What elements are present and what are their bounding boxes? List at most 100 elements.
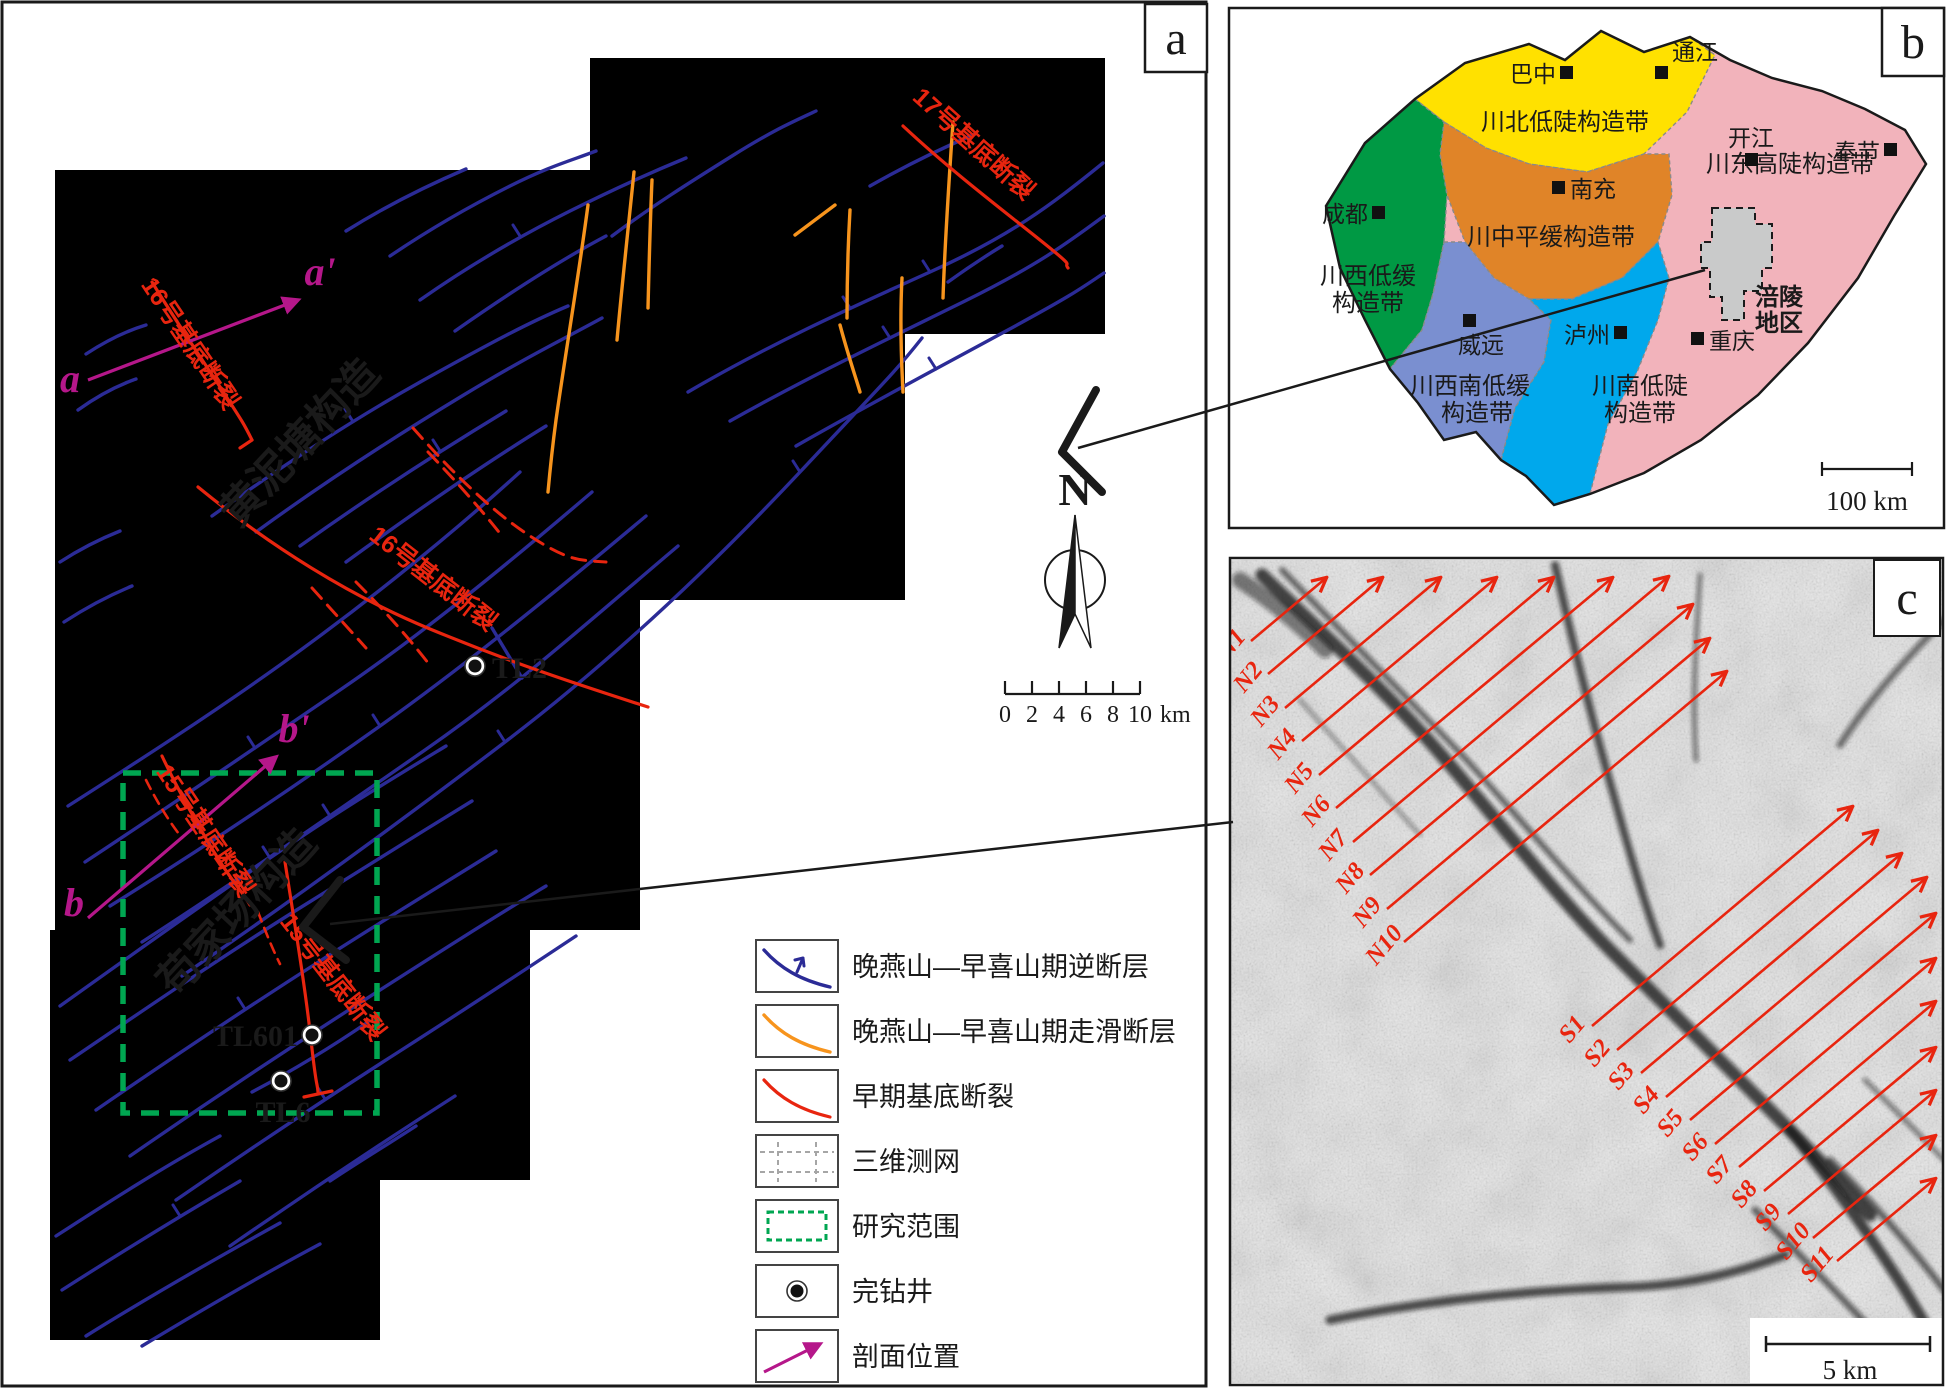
well-label: TL601 (213, 1020, 298, 1053)
city-chengdu: 成都 (1322, 201, 1368, 227)
zone-label-chuanxinan-1: 川西南低缓 (1410, 373, 1530, 400)
scale-tick: 6 (1080, 702, 1092, 728)
zone-label-chuanxinan-2: 构造带 (1441, 400, 1513, 427)
fault-line (328, 1124, 418, 1183)
fault-tick (238, 438, 254, 450)
zone-chuanzhong (1439, 120, 1673, 300)
fault-line (58, 529, 122, 564)
fault-line (298, 409, 508, 548)
city-tongjiang: 通江 (1672, 39, 1718, 65)
s-survey-arrows (1591, 807, 1935, 1262)
fault-line (490, 626, 524, 680)
city-luzhou: 泸州 (1564, 322, 1610, 348)
fault-line (610, 109, 818, 238)
fault-line (728, 214, 1106, 423)
legend-row-well: 完钻井 (755, 1264, 933, 1318)
well-TL601: TL601 (213, 1020, 323, 1053)
arrow-b-to-a-line (1077, 268, 1706, 450)
section-label-b: b (64, 880, 84, 925)
zone-label-chuanxi-2: 构造带 (1332, 290, 1404, 317)
fault-line (794, 271, 1106, 448)
fault-line (615, 170, 636, 342)
city-weiyuan: 威远 (1458, 332, 1504, 358)
legend-label: 研究范围 (852, 1212, 960, 1242)
well-label: TL6 (255, 1096, 310, 1129)
fuling-label-line2: 地区 (1755, 310, 1803, 337)
fault-dashed (354, 580, 434, 670)
compass-right-blade (1074, 514, 1092, 649)
cities: 成都 巴中 通江 开江 奉节 南充 威远 泸州 重庆 (1322, 39, 1897, 358)
fault-dashed (256, 910, 282, 966)
city-fengjie: 奉节 (1834, 139, 1880, 165)
panel-b: 涪陵 地区 川北低陡构造带 川东高陡构造带 川中平缓构造带 川西低缓 构造带 川… (1227, 6, 1946, 530)
fault-line (54, 1134, 222, 1238)
arrow-c-to-a-head (299, 876, 350, 964)
fault-line (83, 490, 594, 864)
fault-line (453, 234, 608, 333)
well-label: TL2 (492, 652, 547, 685)
fault-line (388, 149, 598, 258)
fault-line-16b (196, 485, 650, 709)
fault-line (646, 178, 654, 310)
fault-line (68, 799, 474, 1062)
connector-arrows (299, 268, 1706, 964)
fuling-area-shape (1700, 207, 1773, 321)
panel-a: a a' b b' 黄泥塘构造 苟家场构造 17号基底断裂 16号基底断裂 16… (0, 0, 1209, 1388)
fault-line (250, 1020, 370, 1094)
fault-line-16a (150, 280, 254, 442)
arrow-c-to-a-line (329, 820, 1234, 926)
legend-row-section: 剖面位置 (755, 1329, 960, 1383)
grid-patch (50, 930, 380, 1340)
legend-label: 完钻井 (852, 1277, 933, 1307)
city-kaijiang: 开江 (1728, 125, 1774, 151)
fault-line (60, 1179, 242, 1292)
fault-tick (302, 1089, 334, 1099)
fault-line-17 (901, 124, 1070, 270)
fault-line (210, 304, 570, 518)
north-arrow: N (1044, 464, 1106, 649)
panel-letter-text: a (1165, 12, 1186, 65)
fault-line (899, 276, 905, 394)
panel-c-border (1228, 556, 1945, 1387)
scale-tick: 4 (1053, 702, 1065, 728)
fault-line (66, 470, 522, 808)
scale-label: 100 km (1826, 486, 1908, 516)
fault-line (941, 120, 955, 300)
zone-label-chuannan-2: 构造带 (1604, 400, 1676, 427)
legend-row-strike-slip: 晚燕山—早喜山期走滑断层 (755, 1004, 1176, 1058)
well-TL2: TL2 (464, 652, 547, 685)
well-TL6: TL6 (255, 1070, 311, 1129)
fuling-label-line1: 涪陵 (1755, 283, 1804, 311)
scale-bar-c: 5 km (1750, 1318, 1942, 1385)
fault-line (344, 424, 548, 564)
fault-dashed (310, 586, 368, 650)
city-nanchong: 南充 (1570, 176, 1616, 202)
fault-line (228, 1094, 457, 1248)
fault-line (62, 584, 134, 624)
legend-label: 晚燕山—早喜山期走滑断层 (852, 1017, 1176, 1047)
fault-line-15a (160, 754, 252, 907)
reverse-faults (54, 109, 1106, 1348)
grid-patch (905, 58, 1105, 334)
fault-line (418, 156, 688, 302)
scale-tick: 8 (1107, 702, 1119, 728)
scale-bar-b: 100 km (1820, 462, 1914, 516)
legend-row-seismic-grid: 三维测网 (755, 1134, 960, 1188)
section-label-a: a (60, 356, 80, 401)
legend-row-basement-fault: 早期基底断裂 (755, 1069, 1014, 1123)
fault-line (546, 203, 590, 494)
zone-label-chuanxi-1: 川西低缓 (1320, 263, 1416, 290)
fault-line (793, 203, 837, 237)
scale-label: 5 km (1823, 1355, 1878, 1385)
panel-letter-text: b (1901, 16, 1925, 69)
fault-line (174, 934, 578, 1202)
section-line-aa: a a' (60, 249, 336, 401)
arrow-b-to-a-head (1058, 386, 1106, 496)
fault-line (76, 377, 138, 412)
fault-line (84, 323, 148, 356)
grid-patch (590, 58, 905, 600)
zone-chuannan (1500, 240, 1670, 505)
city-chongqing: 重庆 (1709, 328, 1755, 354)
fault-line-15b (283, 860, 320, 1094)
